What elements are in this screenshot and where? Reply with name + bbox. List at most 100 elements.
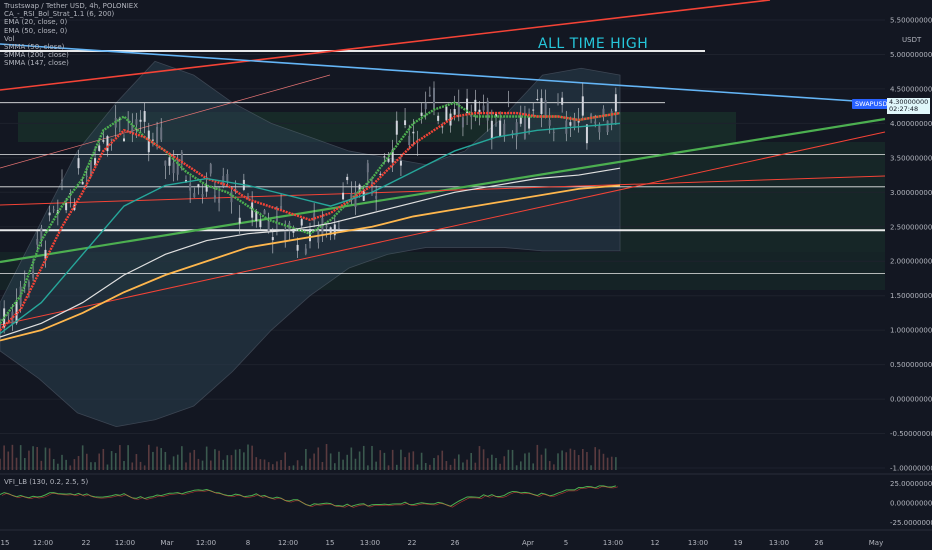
candle-body [449, 113, 452, 126]
volume-bar [424, 462, 427, 470]
volume-bar [507, 449, 510, 470]
volume-bar [69, 465, 72, 470]
candle-body [160, 127, 163, 140]
candle-body [48, 212, 51, 216]
y-tick-label: 3.00000000 [890, 189, 932, 197]
candle-body [139, 119, 142, 122]
candle-body [412, 131, 415, 134]
indicator-3[interactable]: EMA (50, close, 0) [4, 26, 68, 35]
candle-body [375, 195, 378, 199]
candle-body [218, 198, 221, 203]
volume-bar [598, 449, 601, 470]
candle-body [226, 173, 229, 183]
volume-bar [540, 454, 543, 470]
candle-body [366, 163, 369, 173]
x-tick-label: 22 [82, 539, 91, 547]
volume-bar [470, 453, 472, 470]
volume-bar [346, 454, 348, 470]
volume-bar [458, 454, 460, 470]
candle-body [420, 112, 423, 116]
indicator-7[interactable]: SMMA (147, close) [4, 59, 69, 68]
volume-bar [569, 448, 572, 470]
volume-bar [24, 458, 26, 470]
volume-bar [201, 460, 204, 470]
candle-body [478, 109, 481, 112]
candle-body [408, 135, 411, 146]
candle-body [445, 106, 448, 121]
volume-bar [135, 454, 138, 470]
trendline-red-mid [0, 175, 886, 206]
volume-bar [379, 450, 382, 470]
candle-body [590, 114, 593, 119]
candle-body [61, 179, 63, 182]
volume-bar [478, 446, 481, 470]
candle-body [515, 122, 518, 137]
candle-body [11, 311, 14, 325]
volume-bar [119, 445, 121, 470]
candle-body [143, 111, 146, 122]
indicator-6[interactable]: SMMA (200, close) [4, 51, 69, 60]
volume-bar [387, 465, 390, 470]
candle-body [85, 175, 88, 177]
volume-bar [577, 455, 580, 470]
volume-bar [292, 465, 295, 470]
x-tick-label: 26 [815, 539, 824, 547]
volume-bar [234, 449, 237, 470]
candle-body [399, 160, 402, 166]
candle-body [263, 210, 266, 215]
volume-bar [152, 451, 154, 470]
volume-bar [131, 462, 134, 470]
x-tick-label: 12 [651, 539, 660, 547]
candle-body [201, 194, 204, 197]
y-tick-label: 5.50000000 [890, 17, 932, 25]
volume-bar [453, 458, 456, 470]
volume-bar [243, 452, 245, 470]
x-tick-label: May [869, 539, 883, 547]
volume-bar [371, 445, 373, 470]
candle-body [309, 229, 311, 242]
y-tick-label: 1.00000000 [890, 327, 932, 335]
volume-bar [160, 448, 162, 470]
vfi-indicator-label[interactable]: VFI_LB (130, 0.2, 2.5, 5) [4, 478, 89, 486]
x-tick-label: 19 [734, 539, 743, 547]
volume-bar [205, 446, 208, 470]
symbol-badge: SWAPUSDT [852, 99, 895, 109]
volume-bar [288, 465, 291, 470]
candle-body [247, 196, 249, 199]
volume-bar [164, 451, 167, 470]
candle-body [598, 125, 601, 133]
chart-legend: Trustswap / Tether USD, 4h, POLONIEX CA_… [4, 2, 138, 68]
indicator-1[interactable]: CA_-_RSI_Bol_Strat_1.1 (6, 200) [4, 10, 115, 19]
volume-bar [590, 465, 592, 470]
indicator-5[interactable]: SMMA (50, close) [4, 43, 65, 52]
candle-body [280, 205, 283, 211]
x-tick-label: Mar [160, 539, 173, 547]
vfi-tick-label: 0.00000000 [890, 500, 932, 508]
candle-body [300, 219, 303, 226]
indicator-4[interactable]: Vol [4, 34, 15, 43]
candle-body [110, 138, 113, 141]
volume-bar [391, 449, 394, 470]
series-smma-200-close- [0, 184, 621, 342]
candle-body [387, 158, 390, 162]
chart-title: Trustswap / Tether USD, 4h, POLONIEX [4, 2, 139, 10]
volume-bar [362, 445, 365, 470]
volume-bar [400, 449, 402, 470]
volume-bar [383, 452, 386, 470]
vfi-tick-label: -25.00000000 [890, 519, 932, 527]
volume-bar [52, 459, 55, 470]
candle-body [27, 281, 30, 287]
candle-body [354, 192, 357, 208]
candle-body [81, 181, 84, 185]
candle-body [135, 119, 138, 125]
volume-bar [565, 452, 568, 470]
volume-bar [474, 462, 477, 470]
candle-body [329, 227, 332, 235]
volume-bar [495, 458, 497, 470]
volume-bar [317, 447, 320, 470]
indicator-2[interactable]: EMA (20, close, 0) [4, 18, 68, 27]
candle-body [453, 109, 456, 115]
candle-body [470, 114, 473, 117]
volume-bar [429, 464, 431, 470]
